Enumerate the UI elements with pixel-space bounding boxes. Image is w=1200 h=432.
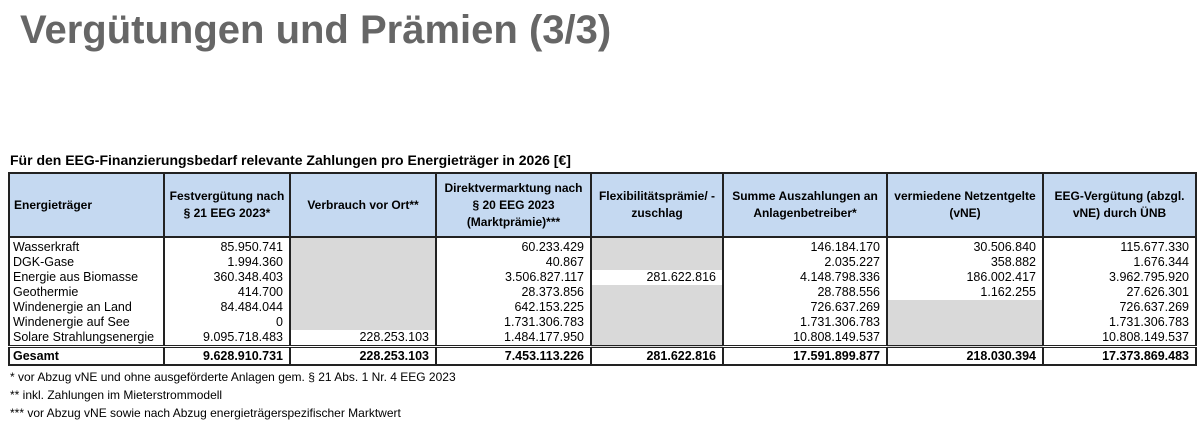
value-cell: 0 [163, 315, 291, 330]
value-cell: 1.731.306.783 [722, 315, 888, 330]
value-cell [590, 285, 724, 300]
total-value: 228.253.103 [289, 345, 437, 366]
value-cell [886, 300, 1044, 315]
value-cell: 726.637.269 [1042, 300, 1197, 315]
value-cell [289, 255, 437, 270]
value-cell: 1.994.360 [163, 255, 291, 270]
value-cell: 3.506.827.117 [435, 270, 592, 285]
footnote: ** inkl. Zahlungen im Mieterstrommodell [10, 388, 223, 402]
column-header: vermiedene Netzentgelte (vNE) [886, 172, 1044, 238]
table-row: Energie aus Biomasse 360.348.403 3.506.827… [8, 270, 1197, 285]
value-cell: 186.002.417 [886, 270, 1044, 285]
total-value: 9.628.910.731 [163, 345, 291, 366]
energy-source-cell: Energie aus Biomasse [8, 270, 165, 285]
value-cell: 30.506.840 [886, 237, 1044, 255]
value-cell: 1.676.344 [1042, 255, 1197, 270]
table-row: DGK-Gase 1.994.360 40.867 2.035.227 358.882 1… [8, 255, 1197, 270]
value-cell: 85.950.741 [163, 237, 291, 255]
table-row: Solare Strahlungsenergie 9.095.718.483 228… [8, 330, 1197, 347]
column-header: Flexibilitätsprämie/ -zuschlag [590, 172, 724, 238]
value-cell: 1.731.306.783 [435, 315, 592, 330]
page-title: Vergütungen und Prämien (3/3) [20, 8, 612, 52]
total-value: 7.453.113.226 [435, 345, 592, 366]
value-cell [886, 315, 1044, 330]
value-cell: 281.622.816 [590, 270, 724, 285]
value-cell: 28.373.856 [435, 285, 592, 300]
total-value: 17.591.899.877 [722, 345, 888, 366]
value-cell: 4.148.798.336 [722, 270, 888, 285]
value-cell: 358.882 [886, 255, 1044, 270]
value-cell: 726.637.269 [722, 300, 888, 315]
value-cell: 642.153.225 [435, 300, 592, 315]
footnote: * vor Abzug vNE und ohne ausgeförderte A… [10, 370, 456, 384]
value-cell: 1.162.255 [886, 285, 1044, 300]
value-cell: 1.484.177.950 [435, 330, 592, 347]
energy-source-cell: Windenergie auf See [8, 315, 165, 330]
column-header: EEG-Vergütung (abzgl. vNE) durch ÜNB [1042, 172, 1197, 238]
table-caption: Für den EEG-Finanzierungsbedarf relevant… [10, 152, 571, 168]
total-value: 17.373.869.483 [1042, 345, 1197, 366]
column-header: Energieträger [8, 172, 165, 238]
value-cell: 27.626.301 [1042, 285, 1197, 300]
total-value: 218.030.394 [886, 345, 1044, 366]
value-cell [289, 285, 437, 300]
footnote: *** vor Abzug vNE sowie nach Abzug energ… [10, 406, 401, 420]
value-cell: 10.808.149.537 [722, 330, 888, 347]
energy-source-cell: Solare Strahlungsenergie [8, 330, 165, 347]
value-cell: 360.348.403 [163, 270, 291, 285]
value-cell: 10.808.149.537 [1042, 330, 1197, 347]
table-row: Geothermie 414.700 28.373.856 28.788.556 1.1… [8, 285, 1197, 300]
value-cell [590, 300, 724, 315]
value-cell [289, 237, 437, 255]
table-row: Wasserkraft 85.950.741 60.233.429 146.184.1… [8, 237, 1197, 255]
value-cell: 28.788.556 [722, 285, 888, 300]
energy-source-cell: Wasserkraft [8, 237, 165, 255]
value-cell [590, 315, 724, 330]
value-cell: 2.035.227 [722, 255, 888, 270]
column-header: Summe Auszahlungen an Anlagenbetreiber* [722, 172, 888, 238]
energy-source-cell: Geothermie [8, 285, 165, 300]
value-cell: 84.484.044 [163, 300, 291, 315]
table-row: Windenergie an Land 84.484.044 642.153.225… [8, 300, 1197, 315]
table-row: Windenergie auf See 0 1.731.306.783 1.731.3… [8, 315, 1197, 330]
value-cell: 60.233.429 [435, 237, 592, 255]
value-cell: 1.731.306.783 [1042, 315, 1197, 330]
column-header: Verbrauch vor Ort** [289, 172, 437, 238]
energy-source-cell: DGK-Gase [8, 255, 165, 270]
value-cell: 9.095.718.483 [163, 330, 291, 347]
value-cell [590, 255, 724, 270]
total-row: Gesamt 9.628.910.731 228.253.103 7.453.113.… [8, 345, 1197, 366]
total-value: 281.622.816 [590, 345, 724, 366]
total-label: Gesamt [8, 345, 165, 366]
value-cell: 40.867 [435, 255, 592, 270]
column-header: Festvergütung nach § 21 EEG 2023* [163, 172, 291, 238]
value-cell: 3.962.795.920 [1042, 270, 1197, 285]
value-cell [289, 270, 437, 285]
value-cell: 228.253.103 [289, 330, 437, 347]
column-header: Direktvermarktung nach § 20 EEG 2023 (Ma… [435, 172, 592, 238]
value-cell [590, 330, 724, 347]
energy-source-cell: Windenergie an Land [8, 300, 165, 315]
value-cell [886, 330, 1044, 347]
value-cell: 414.700 [163, 285, 291, 300]
value-cell [289, 315, 437, 330]
value-cell: 115.677.330 [1042, 237, 1197, 255]
payments-table: Energieträger Festvergütung nach § 21 EEG… [8, 172, 1197, 366]
value-cell [590, 237, 724, 255]
value-cell: 146.184.170 [722, 237, 888, 255]
value-cell [289, 300, 437, 315]
footnotes: * vor Abzug vNE und ohne ausgeförderte A… [10, 368, 456, 422]
